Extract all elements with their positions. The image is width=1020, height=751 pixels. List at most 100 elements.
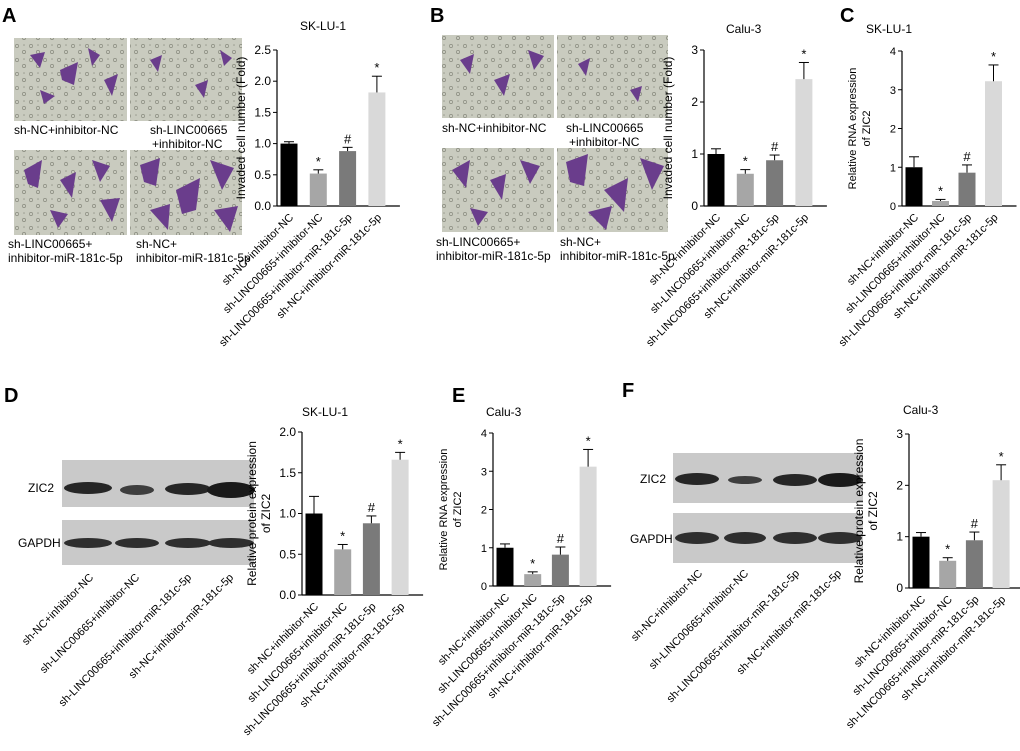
y-tick-label-a: 0.0: [254, 199, 271, 213]
panel-b-micrographs: [442, 35, 668, 232]
significance-label-b-3: #: [771, 139, 779, 154]
caption-b2-line2: +inhibitor-NC: [569, 135, 640, 149]
y-tick-label-c: 3: [890, 85, 896, 97]
caption-b2-line1: sh-LINC00665: [566, 121, 644, 135]
y-axis-label-d: Relative protein expressionof ZIC2: [245, 441, 273, 586]
bar-b-1: [707, 154, 725, 206]
bar-d-1: [305, 513, 323, 595]
significance-label-f-4: *: [999, 449, 1004, 464]
y-tick-label-a: 1.0: [254, 137, 271, 151]
significance-label-d-4: *: [398, 436, 403, 451]
category-label-d-3: sh-LINC00665+inhibitor-miR-181c-5p: [241, 601, 379, 739]
micrograph-a4: [130, 150, 242, 235]
western-blot-d: [62, 460, 255, 565]
y-tick-label-a: 1.5: [254, 105, 271, 119]
significance-label-d-3: #: [368, 500, 376, 515]
bar-e-2: [524, 574, 542, 586]
bar-f-2: [939, 560, 957, 588]
y-axis-label-b: Invaded cell number (Fold): [661, 57, 675, 200]
caption-b3-line2: inhibitor-miR-181c-5p: [436, 249, 551, 263]
chart-title-d: SK-LU-1: [302, 405, 348, 419]
caption-b3-line1: sh-LINC00665+: [436, 235, 520, 249]
y-tick-label-d: 1.5: [279, 466, 296, 480]
y-tick-label-f: 0: [896, 581, 903, 595]
y-tick-label-a: 2.5: [254, 43, 271, 57]
y-tick-label-c: 2: [890, 124, 896, 136]
caption-a1: sh-NC+inhibitor-NC: [14, 123, 119, 137]
blot-lane-label-f2: sh-LINC00665+inhibitor-NC: [647, 568, 751, 672]
caption-a3-line2: inhibitor-miR-181c-5p: [8, 251, 123, 265]
bar-c-2: [932, 200, 949, 206]
y-axis-label-e: Relative RNA expression of ZIC2: [438, 449, 464, 571]
y-tick-label-f: 2: [896, 478, 903, 492]
bar-c-3: [958, 172, 976, 206]
y-axis-label-f: Relative protein expressionof ZIC2: [852, 439, 880, 584]
panel-letter-c: C: [840, 5, 854, 27]
y-tick-label-b: 2: [691, 95, 698, 109]
panel-letter-a: A: [2, 5, 16, 27]
chart-title-a: SK-LU-1: [300, 19, 346, 33]
caption-a3-line1: sh-LINC00665+: [8, 237, 92, 251]
blot-lanes-d: sh-NC+inhibitor-NC sh-LINC00665+inhibito…: [20, 572, 236, 710]
y-tick-label-c: 1: [890, 162, 896, 174]
micrograph-a2: [130, 38, 242, 121]
micrograph-b1: [442, 35, 554, 118]
micrograph-b2: [557, 35, 668, 118]
y-tick-label-b: 1: [691, 147, 698, 161]
category-label-c-2: sh-LINC00665+inhibitor-NC: [843, 212, 947, 316]
chart-title-b: Calu-3: [726, 22, 762, 36]
category-label-b-3: sh-LINC00665+inhibitor-miR-181c-5p: [644, 212, 782, 350]
y-tick-label-e: 0: [481, 581, 487, 593]
y-tick-label-c: 4: [890, 46, 896, 58]
y-tick-label-f: 1: [896, 530, 903, 544]
y-tick-label-b: 3: [691, 43, 698, 57]
y-tick-label-d: 2.0: [279, 425, 296, 439]
caption-a4-line2: inhibitor-miR-181c-5p: [136, 251, 251, 265]
chart-title-c: SK-LU-1: [866, 22, 912, 36]
chart-title-f: Calu-3: [903, 403, 939, 417]
caption-a4-line1: sh-NC+: [136, 237, 177, 251]
bar-f-1: [912, 536, 930, 588]
panel-a-micrographs: [14, 38, 242, 235]
caption-b4-line2: inhibitor-miR-181c-5p: [560, 249, 675, 263]
chart-d-protein-sklu1: SK-LU-1 0.0 0.5 1.0 1.5 2.0 Relative protein e…: [241, 405, 424, 739]
panel-letter-b: B: [430, 5, 444, 27]
bar-a-2: [309, 173, 327, 206]
bar-c-1: [905, 167, 923, 206]
caption-b1: sh-NC+inhibitor-NC: [442, 121, 547, 135]
blot-label-zic2-f: ZIC2: [640, 472, 666, 486]
blot-label-zic2-d: ZIC2: [28, 481, 54, 495]
y-tick-label-f: 3: [896, 427, 903, 441]
bar-d-4: [391, 459, 409, 595]
bar-b-2: [736, 173, 754, 206]
bar-c-4: [985, 81, 1002, 206]
bar-d-2: [334, 549, 352, 595]
y-tick-label-e: 2: [481, 505, 487, 517]
significance-label-e-2: *: [530, 556, 535, 571]
blot-lane-label-d2: sh-LINC00665+inhibitor-NC: [38, 572, 142, 676]
caption-b4-line1: sh-NC+: [560, 235, 601, 249]
y-axis-label-c: Relative RNA expression of ZIC2: [847, 68, 873, 190]
y-tick-label-d: 1.0: [279, 507, 296, 521]
bar-a-1: [280, 143, 298, 206]
panel-letter-e: E: [452, 385, 465, 407]
y-axis-label-a: Invaded cell number (Fold): [234, 57, 248, 200]
y-tick-label-e: 4: [481, 428, 487, 440]
chart-c-rna-sklu1: SK-LU-1 0 1 2 3 4 Relative RNA expression of ZI…: [837, 22, 1017, 349]
blot-label-gapdh-d: GAPDH: [18, 536, 61, 550]
blot-label-gapdh-f: GAPDH: [630, 532, 673, 546]
y-tick-label-b: 0: [691, 199, 698, 213]
bar-d-3: [362, 523, 380, 595]
significance-label-b-2: *: [743, 154, 748, 169]
blot-lanes-f: sh-NC+inhibitor-NC sh-LINC00665+inhibito…: [629, 568, 844, 706]
panel-letter-f: F: [622, 380, 634, 402]
significance-label-c-2: *: [938, 183, 943, 198]
significance-label-e-4: *: [586, 433, 591, 448]
significance-label-d-2: *: [340, 528, 345, 543]
western-blot-f: [673, 453, 863, 563]
significance-label-f-3: #: [971, 516, 979, 531]
significance-label-a-2: *: [316, 154, 321, 169]
bar-a-3: [339, 151, 357, 206]
micrograph-a1: [14, 38, 127, 121]
